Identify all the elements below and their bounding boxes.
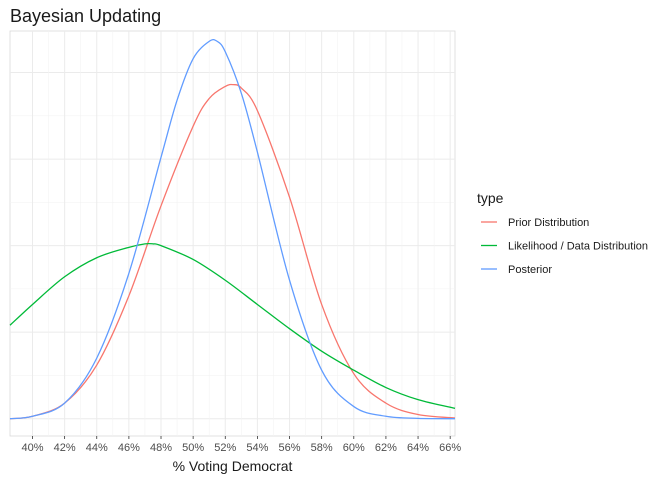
legend-label-prior-distribution: Prior Distribution [508,217,589,229]
x-tick-label: 56% [279,442,301,454]
x-tick-label: 48% [150,442,172,454]
x-tick-label: 58% [311,442,333,454]
chart-title: Bayesian Updating [10,6,161,26]
legend-title: type [477,190,504,206]
series-line-prior-distribution [9,83,456,420]
x-tick-label: 50% [182,442,204,454]
series-line-posterior [9,39,456,420]
legend-label-posterior: Posterior [508,264,552,276]
x-axis-label: % Voting Democrat [173,458,293,474]
x-tick-label: 44% [86,442,108,454]
x-tick-label: 40% [21,442,43,454]
x-tick-label: 52% [214,442,236,454]
series-lines [9,39,456,420]
x-tick-label: 46% [118,442,140,454]
legend-label-likelihood-data-distribution: Likelihood / Data Distribution [508,241,648,253]
x-axis-ticks: 40% 42% 44% 46% 48% 50% 52% 54% 56% 58% 60% 62% 64% 6… [21,436,461,454]
legend: type Prior Distribution Likelihood / Data… [477,190,648,276]
x-tick-label: 54% [246,442,268,454]
x-tick-label: 62% [375,442,397,454]
grid-lines [10,31,455,436]
plot-panel [9,30,456,437]
series-line-likelihood-data-distribution [9,242,456,409]
x-tick-label: 66% [439,442,461,454]
x-tick-label: 60% [343,442,365,454]
x-tick-label: 42% [54,442,76,454]
x-tick-label: 64% [407,442,429,454]
